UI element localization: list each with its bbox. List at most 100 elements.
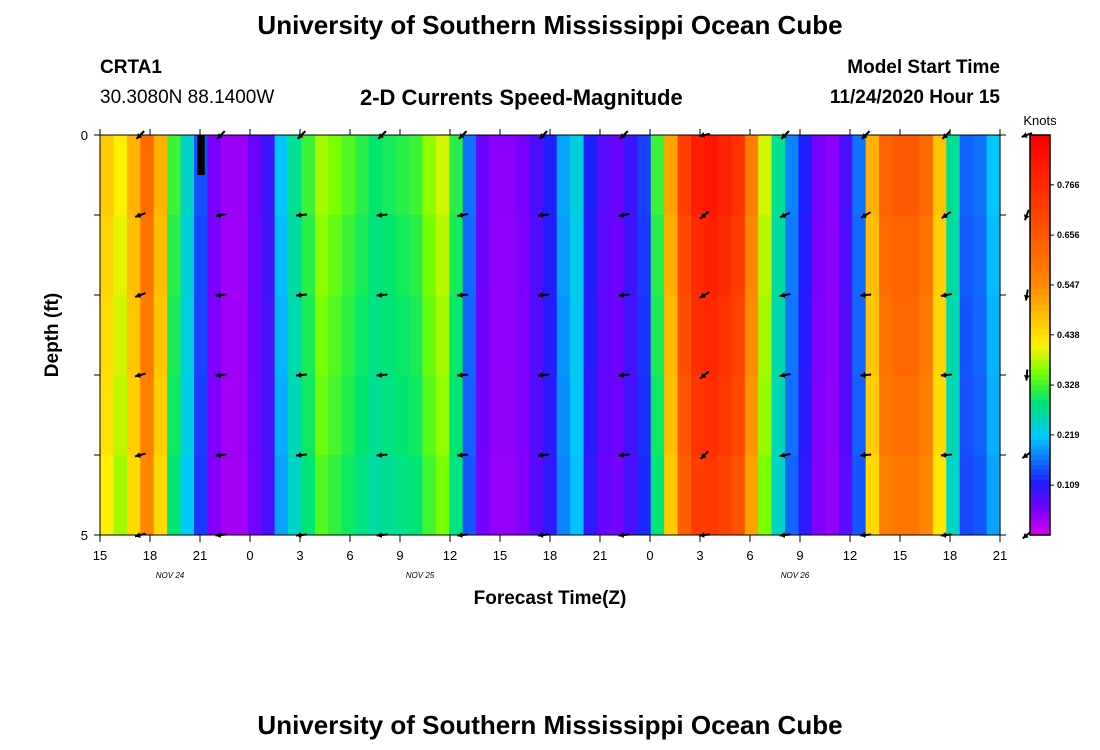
heatmap-cell [247, 215, 262, 296]
heatmap-cell [543, 455, 558, 536]
heatmap-cell [623, 215, 638, 296]
heatmap-cell [959, 375, 974, 456]
heatmap-cell [664, 455, 679, 536]
heatmap-cell [892, 455, 907, 536]
heatmap-cell [597, 295, 612, 376]
heatmap-cell [435, 215, 450, 296]
heatmap-cell [382, 135, 397, 216]
heatmap-cell [865, 215, 880, 296]
vector-arrow-head [539, 133, 546, 139]
colorbar-segment [1030, 390, 1050, 396]
heatmap-cell [207, 295, 222, 376]
colorbar-segment [1030, 405, 1050, 411]
colorbar-segment [1030, 490, 1050, 496]
heatmap-cell [355, 295, 370, 376]
vector-arrow-head [378, 133, 384, 139]
heatmap-cell [274, 375, 289, 456]
heatmap-cell [395, 215, 410, 296]
heatmap-cell [314, 375, 329, 456]
vector-arrow-head [941, 212, 948, 219]
colorbar-segment [1030, 420, 1050, 426]
vector-arrows [134, 130, 1033, 540]
vector-arrow-head [537, 212, 544, 218]
heatmap-cell [879, 295, 894, 376]
model-start-label: Model Start Time [847, 57, 1000, 78]
colorbar-segment [1030, 230, 1050, 236]
heatmap-cell [570, 135, 585, 216]
vector-arrow-head [296, 372, 302, 378]
vector-arrow-head [1023, 294, 1030, 301]
heatmap-cell [691, 295, 706, 376]
heatmap-cell [879, 375, 894, 456]
heatmap-cell [234, 455, 249, 536]
page-title-bottom: University of Southern Mississippi Ocean… [257, 710, 843, 740]
heatmap-cell [301, 295, 316, 376]
heatmap-cell [825, 135, 840, 216]
heatmap-cell [932, 215, 947, 296]
heatmap-cell [328, 135, 343, 216]
vector-arrow-head [779, 532, 786, 538]
colorbar-tick-label: 0.109 [1057, 480, 1080, 490]
heatmap-cell [959, 135, 974, 216]
heatmap-cell [583, 295, 598, 376]
colorbar-segment [1030, 410, 1050, 416]
colorbar-unit: Knots [1023, 113, 1057, 128]
heatmap-cell [408, 295, 423, 376]
heatmap-cell [529, 135, 544, 216]
vector-arrow-head [940, 292, 947, 298]
heatmap-cell [932, 135, 947, 216]
heatmap-cell [717, 215, 732, 296]
heatmap-cell [610, 135, 625, 216]
vector-arrow-head [618, 292, 624, 298]
heatmap-cell [556, 135, 571, 216]
heatmap-cell [838, 135, 853, 216]
x-tick-label: 12 [843, 548, 857, 563]
colorbar-segment [1030, 395, 1050, 401]
heatmap-cell [758, 215, 773, 296]
heatmap-cell [959, 455, 974, 536]
heatmap-cell [811, 135, 826, 216]
heatmap-cell [543, 215, 558, 296]
heatmap-cell [650, 455, 665, 536]
heatmap-cell [140, 455, 155, 536]
vector-arrow-head [618, 532, 624, 538]
heatmap-cell [167, 295, 182, 376]
colorbar-segment [1030, 365, 1050, 371]
heatmap-cell [502, 455, 518, 536]
heatmap-cell [167, 455, 182, 536]
heatmap-cell [691, 455, 706, 536]
heatmap-cell [100, 375, 115, 456]
colorbar-segment [1030, 430, 1050, 436]
colorbar-tick-label: 0.766 [1057, 180, 1080, 190]
heatmap-cell [905, 455, 920, 536]
heatmap-cell [368, 135, 383, 216]
vector-arrow-head [860, 372, 866, 378]
heatmap-cell [167, 375, 182, 456]
heatmap-cell [449, 215, 464, 296]
heatmap-cell [489, 215, 504, 296]
y-axis-title: Depth (ft) [42, 293, 63, 377]
heatmap-cell [556, 375, 571, 456]
x-tick-label: 18 [543, 548, 557, 563]
heatmap-cell [838, 455, 853, 536]
heatmap-cell [597, 455, 612, 536]
heatmap-cell [946, 295, 961, 376]
heatmap-cell [274, 295, 289, 376]
heatmap-cell [610, 215, 625, 296]
heatmap-cell [637, 455, 652, 536]
heatmap-cell [879, 135, 894, 216]
colorbar-segment [1030, 165, 1050, 171]
x-tick-label: 18 [943, 548, 957, 563]
heatmap-cell [489, 135, 504, 216]
colorbar-segment [1030, 200, 1050, 206]
heatmap-cell [986, 295, 1001, 376]
heatmap-cell [288, 295, 303, 376]
heatmap-cell [731, 455, 746, 536]
heatmap-cell [247, 295, 262, 376]
heatmap-cell [919, 215, 934, 296]
heatmap-cell [932, 375, 947, 456]
heatmap-cell [180, 455, 195, 536]
colorbar-segment [1030, 530, 1050, 536]
x-tick-label: 9 [796, 548, 803, 563]
heatmap-cell [771, 215, 786, 296]
